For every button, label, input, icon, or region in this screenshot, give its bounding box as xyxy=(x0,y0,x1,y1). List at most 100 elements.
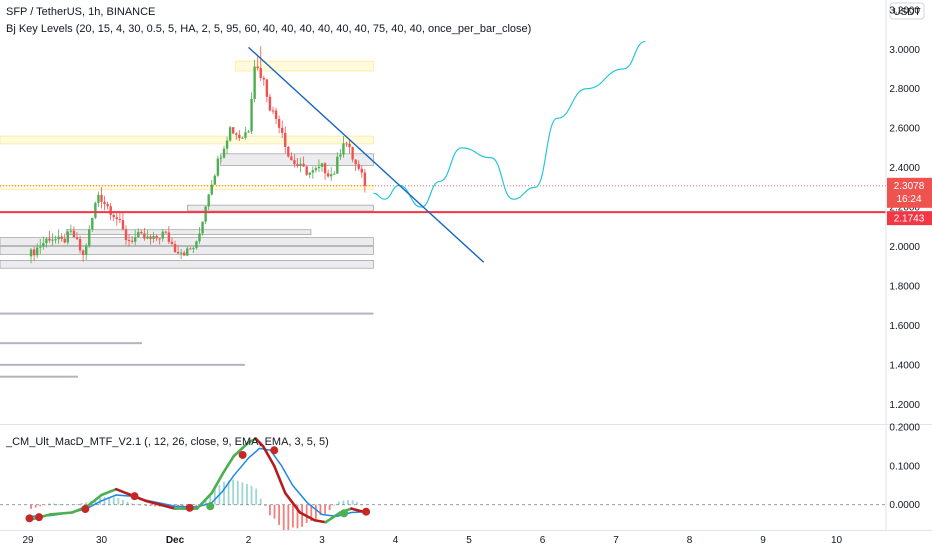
macd-cross-dot-9 xyxy=(362,507,371,516)
candle-body-4 xyxy=(42,243,45,247)
macd-tick-label-1: 0.1000 xyxy=(889,461,920,472)
candle-body-34 xyxy=(133,236,137,242)
macd-label[interactable]: _CM_Ult_MacD_MTF_V2.1 (, 12, 26, close, … xyxy=(6,436,329,448)
candle-body-35 xyxy=(137,231,140,237)
candle-body-20 xyxy=(91,217,94,230)
candle-body-23 xyxy=(100,194,103,202)
macd-cross-dot-4 xyxy=(185,503,194,512)
candle-body-78 xyxy=(268,96,272,111)
macd-histogram-bar-2 xyxy=(39,504,42,507)
candle-body-102 xyxy=(342,143,345,155)
candle-body-79 xyxy=(271,110,275,112)
macd-line-segment-14 xyxy=(232,441,250,458)
candle-body-40 xyxy=(152,235,155,239)
candle-body-93 xyxy=(314,168,318,171)
candle-body-28 xyxy=(115,217,119,220)
currency-label: USDT xyxy=(893,7,920,18)
price-tick-label-3: 2.6000 xyxy=(889,124,920,135)
last-price-value: 2.3078 xyxy=(894,181,925,192)
price-tick-label-9: 1.4000 xyxy=(889,360,920,371)
macd-line-segment-6 xyxy=(114,487,133,497)
candle-body-92 xyxy=(311,170,315,173)
candle-body-62 xyxy=(219,157,223,159)
key-level-value: 2.1743 xyxy=(894,214,925,225)
macd-histogram-bar-49 xyxy=(255,488,258,505)
candle-body-6 xyxy=(48,238,51,241)
macd-cross-dot-7 xyxy=(270,446,279,455)
candle-body-64 xyxy=(225,140,229,149)
macd-histogram-bar-7 xyxy=(62,504,65,505)
candle-body-54 xyxy=(195,241,198,249)
price-tick-label-0: 3.2000 xyxy=(889,5,920,16)
time-tick-label-10: 9 xyxy=(760,535,766,546)
macd-histogram-bar-64 xyxy=(324,504,326,515)
candle-body-80 xyxy=(274,110,278,120)
price-tick-label-5: 2.2000 xyxy=(889,203,920,214)
candle-body-44 xyxy=(164,231,168,233)
macd-histogram-bar-6 xyxy=(57,503,60,505)
macd-histogram-bar-51 xyxy=(264,504,267,506)
indicator-label[interactable]: Bj Key Levels (20, 15, 4, 30, 0.5, 5, HA… xyxy=(6,23,532,35)
macd-histogram-bar-10 xyxy=(76,503,78,505)
time-tick-label-1: 30 xyxy=(96,535,108,546)
candle-body-94 xyxy=(317,166,321,169)
key-level-zone-4 xyxy=(187,204,374,212)
macd-tick-label-2: 0.0000 xyxy=(889,500,920,511)
candle-body-98 xyxy=(329,174,333,177)
candle-body-2 xyxy=(35,247,39,256)
candle-body-63 xyxy=(222,148,226,158)
candle-body-27 xyxy=(112,214,115,218)
macd-histogram-bar-70 xyxy=(351,500,354,505)
candle-body-55 xyxy=(198,233,201,242)
macd-histogram-bar-67 xyxy=(337,501,340,505)
candle-body-108 xyxy=(360,168,364,173)
candle-body-107 xyxy=(357,164,360,169)
candle-body-30 xyxy=(121,220,125,230)
candle-body-46 xyxy=(170,241,174,244)
macd-line-segment-9 xyxy=(159,503,177,510)
macd-histogram-bar-44 xyxy=(232,479,235,505)
macd-histogram-bar-63 xyxy=(319,504,322,516)
candle-body-68 xyxy=(238,134,241,139)
candle-body-74 xyxy=(256,66,259,69)
candle-body-61 xyxy=(216,158,220,176)
price-candles xyxy=(29,46,367,264)
time-tick-label-5: 4 xyxy=(393,535,399,546)
candle-body-60 xyxy=(213,175,217,185)
key-level-zone-5 xyxy=(65,229,312,235)
macd-histogram-bar-1 xyxy=(34,504,37,508)
macd-histogram-bar-36 xyxy=(195,504,198,507)
macd-histogram-bar-57 xyxy=(292,504,294,528)
candle-body-100 xyxy=(336,156,339,174)
candle-body-8 xyxy=(54,239,57,241)
macd-cross-dot-2 xyxy=(81,505,90,513)
time-tick-label-4: 3 xyxy=(319,535,325,546)
candle-body-67 xyxy=(235,133,238,135)
candle-body-70 xyxy=(244,132,247,138)
price-tick-label-7: 1.8000 xyxy=(889,281,920,292)
macd-histogram-bar-24 xyxy=(140,504,143,506)
macd-line-segment-17 xyxy=(261,445,276,468)
candle-body-38 xyxy=(146,236,149,239)
candle-body-32 xyxy=(127,240,131,242)
macd-histogram-bar-45 xyxy=(236,480,239,505)
candle-body-69 xyxy=(241,137,244,139)
candle-body-17 xyxy=(81,250,85,255)
candle-body-97 xyxy=(326,173,330,177)
macd-histogram-bar-61 xyxy=(310,504,313,522)
macd-histogram-bar-65 xyxy=(328,504,331,511)
price-tick-label-4: 2.4000 xyxy=(889,163,920,174)
key-level-zone-8 xyxy=(0,260,374,269)
macd-histogram-bar-52 xyxy=(269,504,271,516)
candle-body-99 xyxy=(333,173,336,175)
candle-body-109 xyxy=(363,172,367,186)
macd-histogram-bar-12 xyxy=(85,502,88,505)
macd-histogram-bar-20 xyxy=(122,499,124,505)
time-tick-label-7: 6 xyxy=(540,535,546,546)
key-level-zones xyxy=(0,60,374,378)
macd-line-segment-12 xyxy=(210,472,225,495)
macd-histogram-bar-56 xyxy=(287,504,290,530)
key-level-zone-2 xyxy=(220,153,374,166)
symbol-title: SFP / TetherUS, 1h, BINANCE xyxy=(6,6,156,18)
